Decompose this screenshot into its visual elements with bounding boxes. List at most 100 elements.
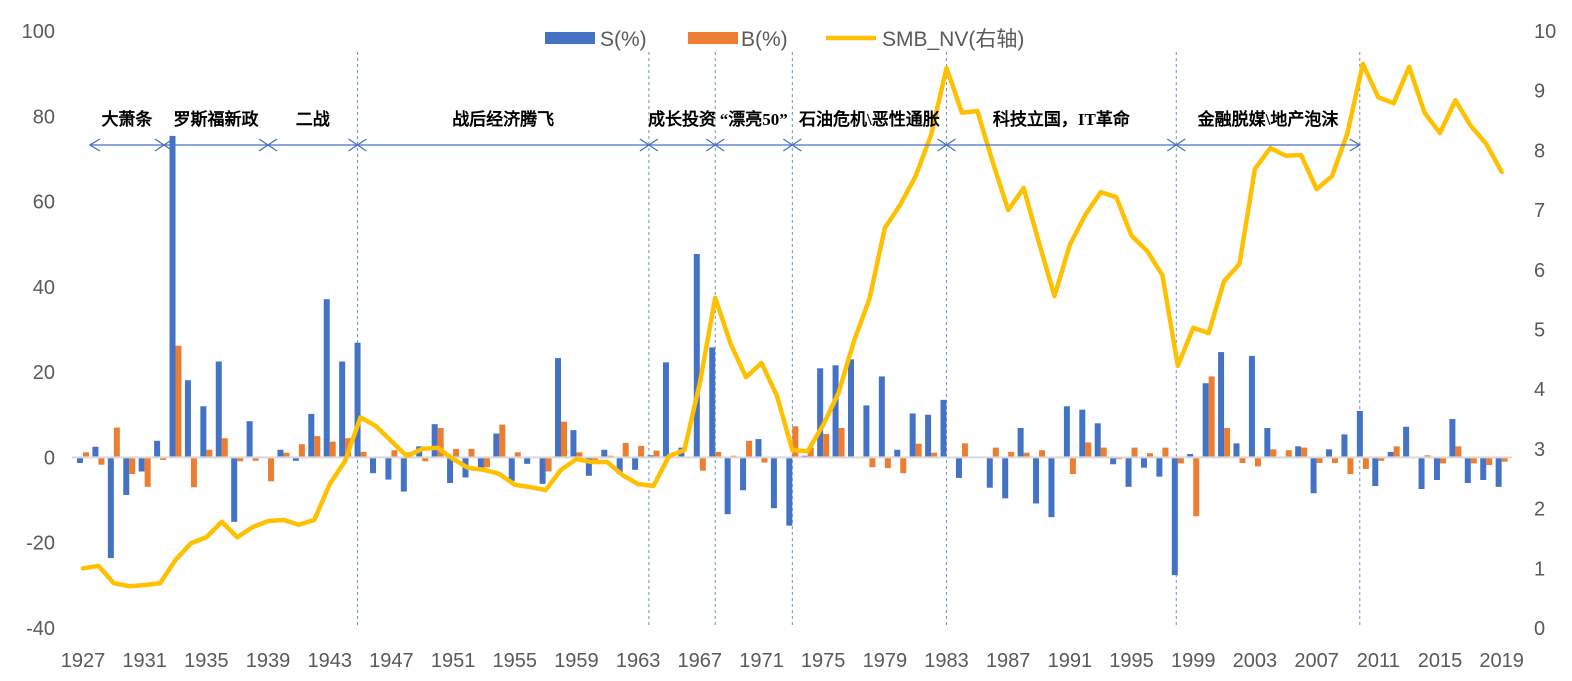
bar-s xyxy=(755,439,762,458)
period-label: 战后经济腾飞 xyxy=(452,109,554,129)
x-tick-label: 1935 xyxy=(184,650,229,672)
bar-s xyxy=(1033,457,1040,504)
bar-s xyxy=(894,449,901,458)
bar-b xyxy=(900,457,907,474)
bar-s xyxy=(1372,457,1379,486)
bar-s xyxy=(246,421,253,458)
bar-s xyxy=(770,457,777,509)
bar-b xyxy=(1470,457,1477,464)
period-label: 金融脱媒\地产泡沫 xyxy=(1197,109,1340,129)
legend-label: S(%) xyxy=(600,28,647,51)
bar-s xyxy=(184,380,191,458)
bar-s xyxy=(1140,457,1147,468)
legend-label: SMB_NV(右轴) xyxy=(882,28,1024,51)
bar-s xyxy=(1110,457,1117,465)
bar-b xyxy=(129,457,136,475)
x-tick-label: 1943 xyxy=(307,650,352,672)
bar-s xyxy=(231,457,238,522)
bar-b xyxy=(1162,447,1169,458)
bar-s xyxy=(1171,457,1178,576)
bar-s xyxy=(1449,419,1456,458)
y-right-tick-label: 0 xyxy=(1534,618,1545,640)
period-boundary-cross-icon xyxy=(782,138,802,152)
legend: S(%) B(%) SMB_NV(右轴) xyxy=(545,28,1024,51)
bar-b xyxy=(422,457,429,462)
x-tick-label: 1955 xyxy=(493,650,538,672)
bar-b xyxy=(468,448,475,458)
bar-b xyxy=(1486,457,1493,466)
period-label: 石油危机\恶性通胀 xyxy=(798,109,940,129)
bar-b xyxy=(1224,428,1231,458)
bar-s xyxy=(1156,457,1163,477)
x-tick-label: 2007 xyxy=(1294,650,1339,672)
bar-s xyxy=(493,433,500,458)
y-right-tick-label: 1 xyxy=(1534,558,1545,580)
period-dividers xyxy=(356,52,1361,628)
period-boundary-cross-icon xyxy=(348,138,367,152)
bar-b xyxy=(1039,450,1046,458)
bar-b xyxy=(1239,457,1246,463)
bar-s xyxy=(1310,457,1317,494)
bar-b xyxy=(160,457,167,460)
y-left-tick-label: 20 xyxy=(33,362,55,384)
bar-b xyxy=(206,449,213,458)
bar-s xyxy=(107,457,114,559)
x-tick-label: 1959 xyxy=(554,650,599,672)
period-boundary-cross-icon xyxy=(258,138,278,152)
bar-b xyxy=(1393,446,1400,458)
bar-s xyxy=(909,413,916,458)
bar-s xyxy=(323,299,330,458)
bar-s xyxy=(632,457,639,470)
bar-s xyxy=(570,430,577,458)
x-tick-label: 1967 xyxy=(678,650,723,672)
bar-s xyxy=(1063,406,1070,458)
x-tick-label: 1931 xyxy=(122,650,167,672)
period-label: 罗斯福新政 xyxy=(173,109,259,129)
bar-s xyxy=(1387,451,1394,458)
bar-b xyxy=(283,452,290,458)
x-tick-label: 1971 xyxy=(739,650,784,672)
x-tick-label: 1991 xyxy=(1048,650,1093,672)
x-tick-label: 1975 xyxy=(801,650,846,672)
y-right-tick-label: 10 xyxy=(1534,21,1556,43)
period-label: “漂亮50” xyxy=(720,109,788,129)
bar-b xyxy=(1193,457,1200,517)
bar-s xyxy=(1233,443,1240,458)
bar-b xyxy=(1378,457,1385,461)
bar-s xyxy=(647,455,654,458)
period-boundary-cross-icon xyxy=(937,138,956,152)
bar-b xyxy=(1069,457,1076,475)
bar-s xyxy=(1341,434,1348,458)
period-annotations: 大萧条 罗斯福新政 二战 战后经济腾飞 成长投资 “漂亮50” 石油危机\恶性通胀 科技立国，… xyxy=(88,109,1362,152)
bar-b xyxy=(1254,457,1261,467)
bar-b xyxy=(1131,447,1138,458)
bar-s xyxy=(447,457,454,484)
bar-s xyxy=(955,457,962,478)
y-right-tick-label: 8 xyxy=(1534,140,1545,162)
x-axis: 1927 1931 1935 1939 1943 1947 1951 1955 1959 1963… xyxy=(61,650,1524,672)
bar-s xyxy=(1326,449,1333,458)
bar-b xyxy=(268,457,275,482)
y-left-tick-label: -20 xyxy=(26,533,55,555)
x-tick-label: 1927 xyxy=(61,650,106,672)
bar-s xyxy=(1418,457,1425,489)
bar-s xyxy=(385,457,392,480)
bar-b xyxy=(483,457,490,468)
bar-b xyxy=(1146,453,1153,458)
bar-s xyxy=(508,457,515,481)
bar-b xyxy=(653,450,660,458)
bar-s xyxy=(832,365,839,458)
bar-b xyxy=(992,447,999,458)
nv-line-series xyxy=(80,61,1504,589)
bar-s xyxy=(1017,428,1024,458)
bar-s xyxy=(693,254,700,458)
period-label: 大萧条 xyxy=(101,109,153,129)
x-tick-label: 2003 xyxy=(1233,650,1278,672)
bar-b xyxy=(113,427,120,458)
period-boundary-cross-icon xyxy=(1166,138,1186,152)
bar-s xyxy=(400,457,407,492)
bar-s xyxy=(292,457,299,461)
bar-b xyxy=(499,424,506,458)
bar-s xyxy=(878,376,885,458)
bar-b xyxy=(98,457,105,465)
